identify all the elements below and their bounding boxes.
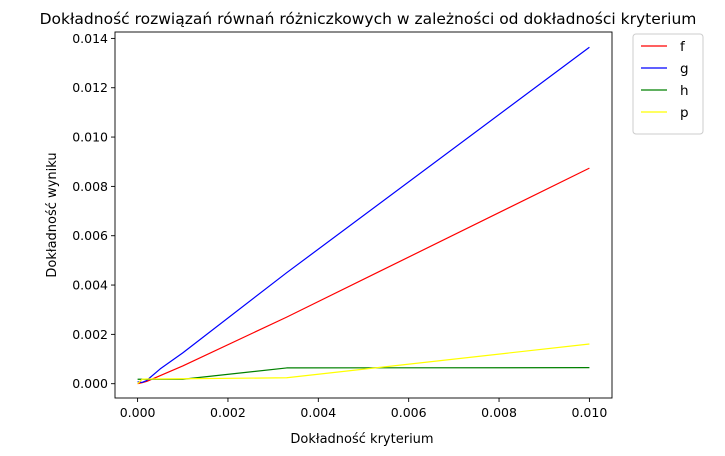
x-tick-label: 0.000 <box>120 405 156 420</box>
x-tick-label: 0.006 <box>391 405 427 420</box>
y-tick-label: 0.002 <box>72 327 108 342</box>
y-tick-label: 0.000 <box>72 376 108 391</box>
x-tick-label: 0.010 <box>572 405 608 420</box>
y-tick-label: 0.010 <box>72 130 108 145</box>
series-line-g <box>137 46 590 384</box>
series-line-p <box>137 343 590 385</box>
x-tick-label: 0.004 <box>300 405 336 420</box>
y-tick-label: 0.014 <box>72 31 108 46</box>
y-tick-label: 0.008 <box>72 179 108 194</box>
x-tick-label: 0.008 <box>481 405 517 420</box>
legend-label-h: h <box>680 83 689 99</box>
plot-area: 0.000 0.002 0.004 0.006 0.008 0.010 0.000 0.002… <box>72 31 613 420</box>
y-tick-label: 0.012 <box>72 80 108 95</box>
x-tick-label: 0.002 <box>210 405 246 420</box>
legend-label-p: p <box>680 105 689 121</box>
x-axis-label: Dokładność kryterium <box>290 432 433 447</box>
legend-label-g: g <box>680 61 689 77</box>
y-tick-label: 0.006 <box>72 228 108 243</box>
plot-frame <box>114 31 613 399</box>
chart-title: Dokładność rozwiązań równań różniczkowyc… <box>40 10 697 28</box>
y-tick-label: 0.004 <box>72 278 108 293</box>
y-axis-label: Dokładność wyniku <box>45 152 60 277</box>
legend-box <box>632 33 704 135</box>
legend-label-f: f <box>680 39 686 55</box>
